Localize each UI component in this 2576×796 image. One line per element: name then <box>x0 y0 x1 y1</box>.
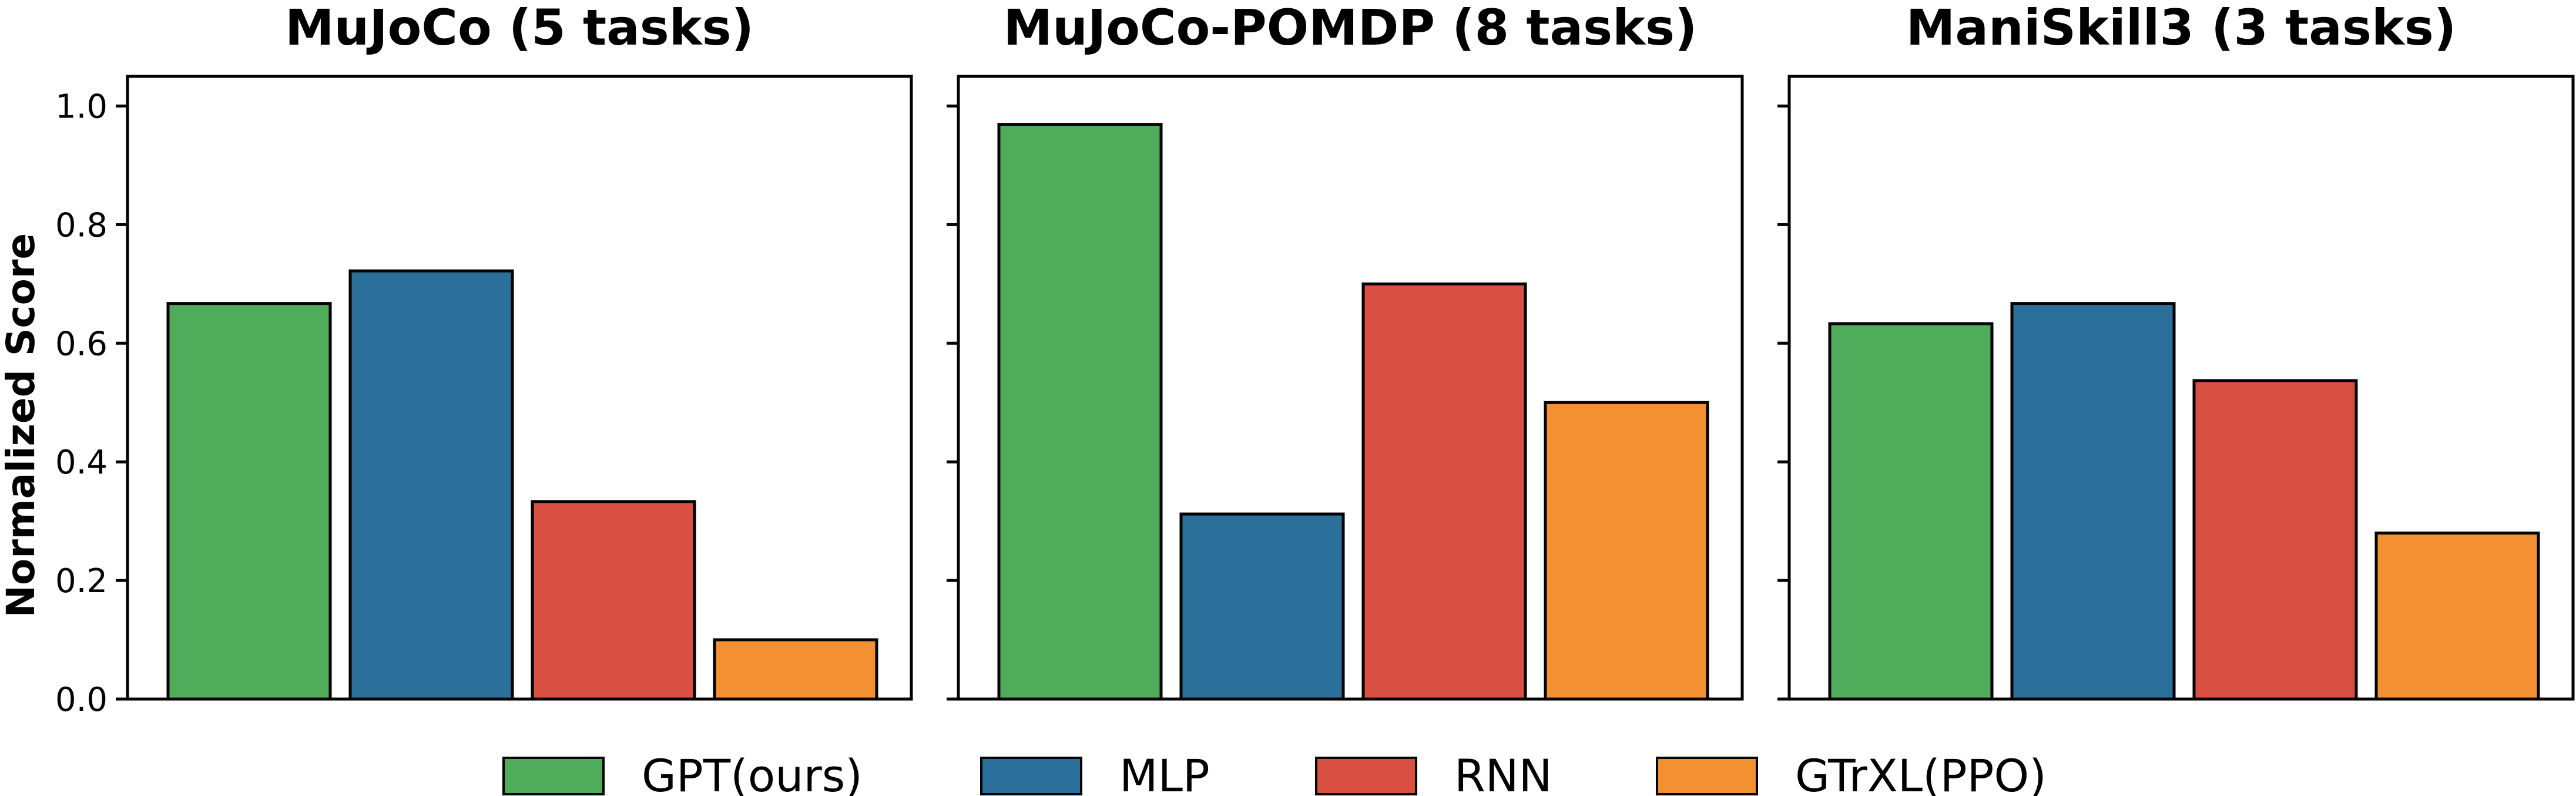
chart-panels: MuJoCo (5 tasks)0.00.20.40.60.81.0MuJoCo… <box>55 0 2575 719</box>
panel-title: MuJoCo (5 tasks) <box>285 0 754 56</box>
y-tick-label: 0.0 <box>55 681 108 719</box>
legend-swatch <box>1656 757 1758 795</box>
legend-swatch <box>502 757 605 795</box>
bar-rnn <box>2192 379 2358 701</box>
bar-mlp <box>1179 512 1345 701</box>
panel-title: ManiSkill3 (3 tasks) <box>1906 0 2456 56</box>
y-axis-label: Normalized Score <box>0 233 43 617</box>
bar-mlp <box>348 269 514 701</box>
panel-title: MuJoCo-POMDP (8 tasks) <box>1004 0 1698 56</box>
chart-panel-2: MuJoCo-POMDP (8 tasks) <box>947 0 1744 701</box>
bar-gpt-ours <box>1828 322 1994 701</box>
legend-item-gpt-ours: GPT(ours) <box>502 750 863 796</box>
chart-panel-3: ManiSkill3 (3 tasks) <box>1777 0 2575 701</box>
bar-gtrxl-ppo <box>2374 531 2540 701</box>
plot-frame <box>126 75 913 701</box>
y-tick-label: 0.6 <box>55 325 108 363</box>
legend-swatch <box>980 757 1082 795</box>
legend-item-mlp: MLP <box>980 750 1210 796</box>
y-tick-label: 0.8 <box>55 206 108 244</box>
bar-gtrxl-ppo <box>1544 401 1709 701</box>
y-tick-label: 0.2 <box>55 562 108 600</box>
plot-frame <box>957 75 1744 701</box>
y-tick-label: 0.4 <box>55 444 108 482</box>
legend-label: GTrXL(PPO) <box>1795 750 2047 796</box>
legend-item-rnn: RNN <box>1315 750 1552 796</box>
legend-item-gtrxl-ppo: GTrXL(PPO) <box>1656 750 2047 796</box>
chart-panel-1: MuJoCo (5 tasks) 0.0 0.2 0.4 0.6 0.8 1.0 <box>55 0 913 719</box>
legend: GPT(ours) MLP RNN GTrXL(PPO) <box>502 750 2047 796</box>
legend-label: MLP <box>1119 750 1210 796</box>
legend-swatch <box>1315 757 1417 795</box>
legend-label: GPT(ours) <box>642 750 863 796</box>
plot-frame <box>1787 75 2575 701</box>
bar-rnn <box>531 500 696 701</box>
legend-label: RNN <box>1454 750 1552 796</box>
bar-gpt-ours <box>997 123 1163 701</box>
bar-gtrxl-ppo <box>713 638 878 701</box>
bar-rnn <box>1361 282 1527 701</box>
bar-mlp <box>2010 302 2176 701</box>
bar-gpt-ours <box>166 302 332 701</box>
y-tick-label: 1.0 <box>55 88 108 126</box>
